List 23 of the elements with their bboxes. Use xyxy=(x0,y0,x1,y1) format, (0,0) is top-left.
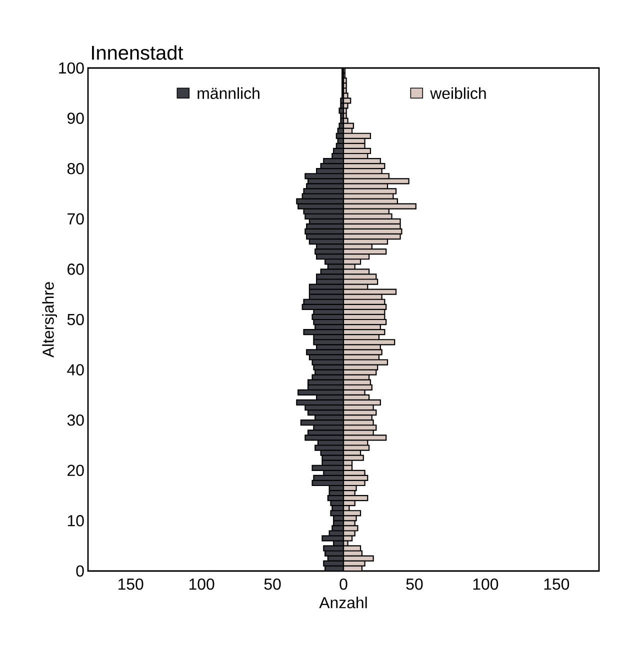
x-tick-label: 50 xyxy=(406,578,423,590)
y-tick-label: 70 xyxy=(68,213,84,225)
y-tick-label: 100 xyxy=(59,62,84,74)
x-axis-title: Anzahl xyxy=(319,596,367,608)
y-tick-label: 0 xyxy=(76,565,84,577)
x-tick-label: 100 xyxy=(189,578,214,590)
y-tick-label: 80 xyxy=(67,162,84,174)
y-tick-label: 90 xyxy=(68,112,84,124)
legend-label: männlich xyxy=(198,87,260,99)
y-tick-label: 10 xyxy=(68,515,84,526)
x-tick-label: 50 xyxy=(264,578,281,590)
y-tick-label: 60 xyxy=(68,264,84,275)
chart-title: Innenstadt xyxy=(92,45,184,60)
x-tick-label: 150 xyxy=(118,578,144,590)
x-tick-label: 100 xyxy=(473,578,498,590)
y-tick-label: 30 xyxy=(67,414,84,426)
y-tick-label: 20 xyxy=(68,464,84,476)
legend-label: weiblich xyxy=(430,87,486,99)
x-tick-label: 0 xyxy=(340,578,348,590)
y-tick-label: 40 xyxy=(67,364,84,376)
x-tick-label: 150 xyxy=(544,578,570,590)
y-axis-title: Altersjahre xyxy=(42,282,58,358)
y-tick-label: 50 xyxy=(67,314,84,326)
